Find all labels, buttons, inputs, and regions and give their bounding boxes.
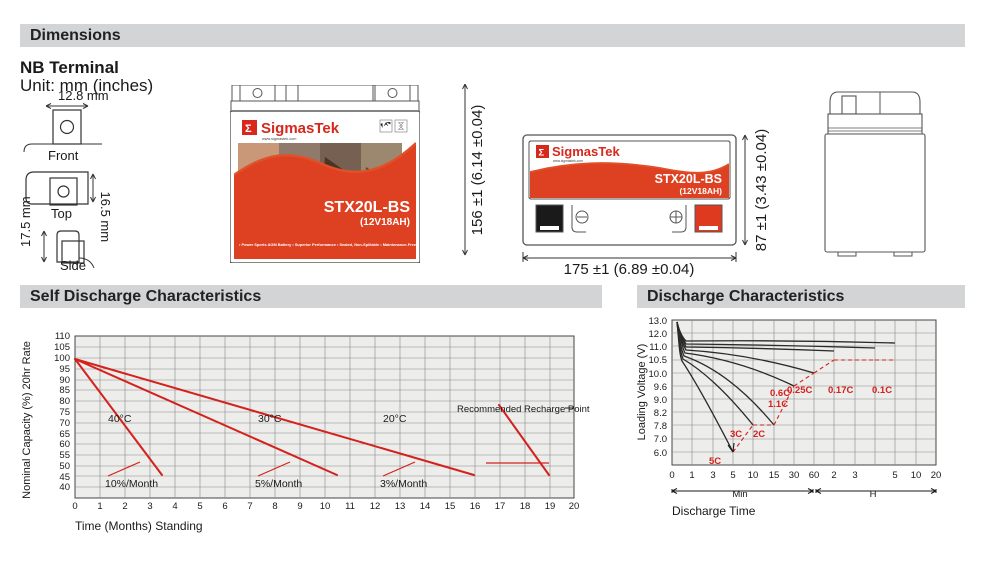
svg-text:13.0: 13.0: [649, 316, 668, 327]
svg-text:11.0: 11.0: [649, 342, 667, 353]
svg-text:5C: 5C: [709, 456, 721, 467]
svg-text:0.25C: 0.25C: [787, 385, 812, 396]
svg-text:2: 2: [831, 470, 836, 481]
svg-text:2C: 2C: [753, 429, 765, 440]
svg-text:3C: 3C: [730, 429, 742, 440]
svg-text:10: 10: [911, 470, 922, 481]
svg-text:60: 60: [809, 470, 820, 481]
svg-text:0.17C: 0.17C: [828, 385, 853, 396]
svg-text:15: 15: [769, 470, 780, 481]
svg-text:10.0: 10.0: [649, 369, 668, 380]
svg-text:9.6: 9.6: [654, 382, 667, 393]
svg-text:7.0: 7.0: [654, 434, 667, 445]
svg-text:Loading Voltage (V): Loading Voltage (V): [636, 344, 648, 441]
svg-text:Discharge Time: Discharge Time: [672, 504, 756, 518]
svg-text:H: H: [870, 489, 877, 500]
svg-text:10.5: 10.5: [649, 355, 668, 366]
svg-text:7.8: 7.8: [654, 421, 667, 432]
svg-text:0: 0: [669, 470, 674, 481]
svg-text:0.1C: 0.1C: [872, 385, 892, 396]
svg-text:6.0: 6.0: [654, 448, 667, 459]
svg-text:10: 10: [748, 470, 759, 481]
svg-text:1.1C: 1.1C: [768, 399, 788, 410]
svg-text:8.2: 8.2: [654, 408, 667, 419]
svg-text:5: 5: [892, 470, 897, 481]
svg-text:Min: Min: [732, 489, 747, 500]
svg-text:1: 1: [689, 470, 694, 481]
svg-text:20: 20: [931, 470, 942, 481]
svg-text:12.0: 12.0: [649, 329, 668, 340]
svg-text:5: 5: [730, 470, 735, 481]
svg-text:9.0: 9.0: [654, 395, 667, 406]
svg-text:3: 3: [852, 470, 857, 481]
svg-text:3: 3: [710, 470, 715, 481]
svg-text:30: 30: [789, 470, 800, 481]
